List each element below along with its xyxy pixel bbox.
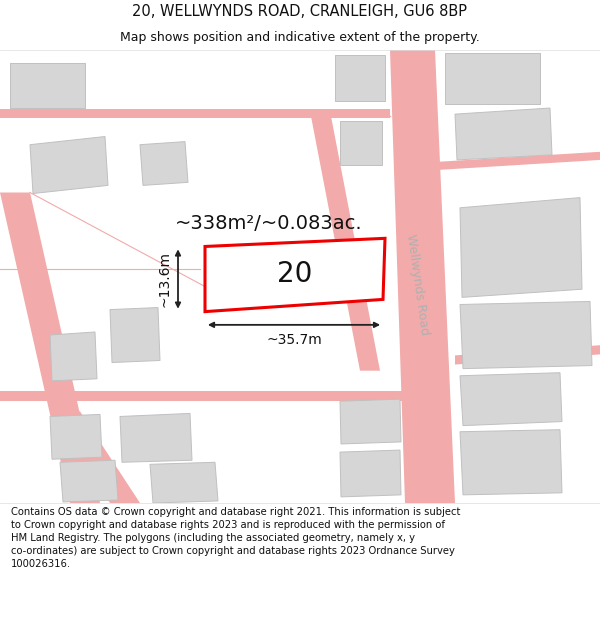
Polygon shape — [390, 50, 455, 503]
Text: 20: 20 — [277, 260, 312, 288]
Polygon shape — [340, 450, 401, 497]
Polygon shape — [0, 192, 100, 503]
Polygon shape — [455, 108, 552, 160]
Polygon shape — [140, 142, 188, 186]
Polygon shape — [30, 136, 108, 194]
Polygon shape — [10, 63, 85, 108]
Polygon shape — [435, 152, 600, 170]
Polygon shape — [205, 238, 385, 312]
Polygon shape — [150, 462, 218, 503]
Text: Wellwynds Road: Wellwynds Road — [404, 232, 431, 336]
Text: ~338m²/~0.083ac.: ~338m²/~0.083ac. — [175, 214, 362, 232]
Polygon shape — [0, 109, 390, 118]
Text: ~13.6m: ~13.6m — [158, 251, 172, 307]
Text: Map shows position and indicative extent of the property.: Map shows position and indicative extent… — [120, 31, 480, 44]
Polygon shape — [340, 121, 382, 165]
Polygon shape — [50, 414, 102, 459]
Polygon shape — [335, 55, 385, 101]
Polygon shape — [460, 301, 592, 369]
Polygon shape — [460, 198, 582, 298]
Polygon shape — [50, 411, 140, 503]
Text: Contains OS data © Crown copyright and database right 2021. This information is : Contains OS data © Crown copyright and d… — [11, 507, 460, 569]
Text: 20, WELLWYNDS ROAD, CRANLEIGH, GU6 8BP: 20, WELLWYNDS ROAD, CRANLEIGH, GU6 8BP — [133, 4, 467, 19]
Polygon shape — [50, 332, 97, 381]
Polygon shape — [120, 413, 192, 462]
Polygon shape — [310, 111, 380, 371]
Polygon shape — [455, 345, 600, 364]
Polygon shape — [0, 391, 405, 401]
Polygon shape — [340, 399, 401, 444]
Polygon shape — [460, 372, 562, 426]
Polygon shape — [110, 308, 160, 362]
Polygon shape — [445, 53, 540, 104]
Polygon shape — [460, 430, 562, 495]
Polygon shape — [60, 460, 118, 502]
Text: ~35.7m: ~35.7m — [266, 333, 322, 347]
